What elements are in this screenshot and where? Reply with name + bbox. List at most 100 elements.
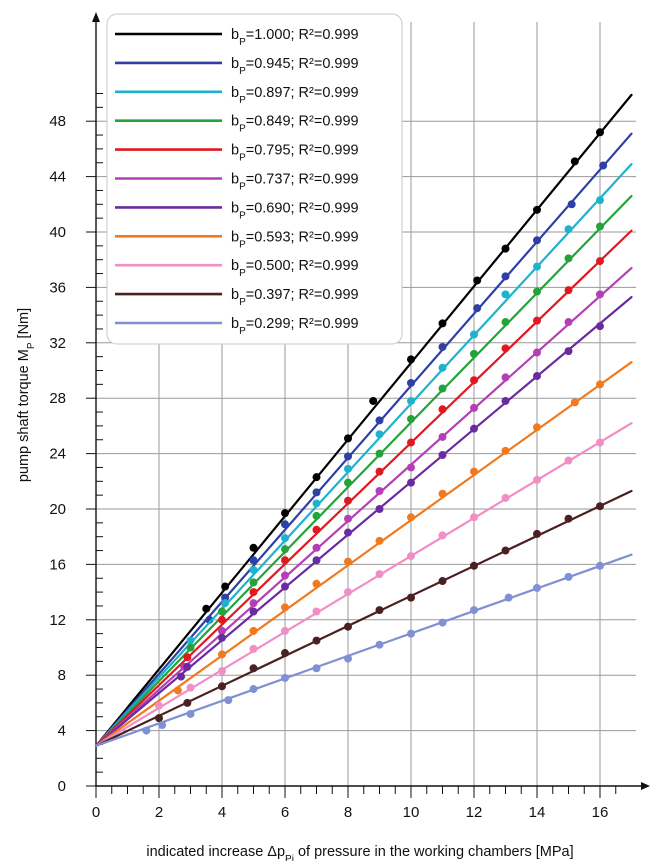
data-point xyxy=(281,626,289,635)
data-point xyxy=(407,593,415,602)
data-point xyxy=(470,513,478,522)
data-point xyxy=(470,606,478,615)
series-0.690 xyxy=(94,295,633,747)
data-point xyxy=(596,290,604,299)
x-tick-label: 4 xyxy=(218,804,226,821)
legend-label: bP=0.299; R²=0.999 xyxy=(231,316,359,337)
data-point xyxy=(249,556,258,565)
data-point xyxy=(375,416,384,425)
data-point xyxy=(218,607,226,616)
legend: bP=1.000; R²=0.999 bP=0.945; R²=0.999 bP=0… xyxy=(106,13,403,345)
data-point xyxy=(218,650,226,659)
data-point xyxy=(183,662,192,671)
series-line xyxy=(94,553,633,747)
data-point xyxy=(344,588,352,597)
data-point xyxy=(533,475,541,484)
data-point xyxy=(438,342,447,351)
legend-label: bP=0.397; R²=0.999 xyxy=(231,287,359,308)
legend-entry: bP=0.299; R²=0.999 xyxy=(115,316,359,337)
data-point xyxy=(438,384,447,393)
data-point xyxy=(407,378,415,387)
series-0.397 xyxy=(94,489,633,747)
data-point xyxy=(218,667,226,676)
data-point xyxy=(564,572,573,581)
data-point xyxy=(249,685,258,694)
data-point xyxy=(344,557,352,566)
y-axis-title-subscript: P xyxy=(26,342,37,349)
data-point xyxy=(564,254,573,263)
series-0.897 xyxy=(94,163,633,747)
series-line xyxy=(94,361,633,747)
data-point xyxy=(249,543,258,552)
data-point xyxy=(249,565,258,574)
x-tick-label: 16 xyxy=(592,804,609,821)
legend-label: bP=0.737; R²=0.999 xyxy=(231,172,359,193)
data-point xyxy=(596,322,604,331)
data-point xyxy=(312,488,321,497)
legend-entry: bP=0.593; R²=0.999 xyxy=(115,229,359,250)
data-point xyxy=(375,449,384,458)
data-point xyxy=(183,698,192,707)
legend-label: bP=0.500; R²=0.999 xyxy=(231,258,359,279)
data-point xyxy=(533,348,541,357)
data-point xyxy=(533,316,541,325)
data-point xyxy=(407,438,415,447)
data-point xyxy=(596,128,604,137)
data-point xyxy=(501,396,510,405)
data-point xyxy=(533,529,541,538)
y-tick-label: 40 xyxy=(49,224,66,241)
legend-label: bP=0.945; R²=0.999 xyxy=(231,56,359,77)
data-point xyxy=(344,452,352,461)
y-tick-label: 24 xyxy=(49,446,66,463)
data-point xyxy=(281,556,289,565)
data-point xyxy=(344,528,352,537)
data-point xyxy=(570,398,579,407)
data-point xyxy=(375,467,384,476)
data-point xyxy=(375,505,384,513)
data-point xyxy=(533,423,541,432)
data-point xyxy=(407,629,415,638)
data-point xyxy=(438,577,447,586)
data-point xyxy=(369,396,378,405)
data-point xyxy=(407,552,415,561)
data-point xyxy=(570,157,579,166)
data-point xyxy=(504,593,513,602)
legend-label: bP=0.795; R²=0.999 xyxy=(231,143,359,164)
series-line xyxy=(94,422,633,747)
legend-entry: bP=0.945; R²=0.999 xyxy=(115,56,359,77)
data-point xyxy=(221,599,230,608)
series-0.299 xyxy=(94,553,633,747)
data-point xyxy=(344,478,352,487)
y-tick-label: 20 xyxy=(49,501,66,518)
y-axis-title: pump shaft torque MP [Nm] xyxy=(16,308,37,482)
data-point xyxy=(473,304,482,313)
data-point xyxy=(596,222,604,231)
data-point xyxy=(596,196,604,205)
data-point xyxy=(312,525,321,534)
data-point xyxy=(312,579,321,588)
data-point xyxy=(501,373,510,382)
data-point xyxy=(173,686,182,695)
legend-label: bP=1.000; R²=0.999 xyxy=(231,27,359,48)
data-point xyxy=(249,607,258,616)
data-point xyxy=(596,438,604,447)
y-tick-label: 4 xyxy=(58,723,66,740)
series-0.945 xyxy=(94,132,633,747)
x-axis-title: indicated increase ΔpPi of pressure in t… xyxy=(146,844,573,861)
data-point xyxy=(155,701,163,710)
data-point xyxy=(407,513,415,522)
legend-entry: bP=1.000; R²=0.999 xyxy=(115,27,359,48)
series-line xyxy=(94,163,633,747)
data-point xyxy=(407,355,415,364)
data-point xyxy=(533,287,541,296)
data-point xyxy=(344,654,352,663)
data-point xyxy=(312,499,321,508)
series-1.000 xyxy=(94,93,633,747)
y-axis-arrow-icon xyxy=(92,12,100,22)
data-point xyxy=(218,633,226,642)
data-point xyxy=(281,603,289,612)
data-point xyxy=(407,396,415,405)
data-point xyxy=(218,682,226,691)
data-point xyxy=(564,347,573,356)
